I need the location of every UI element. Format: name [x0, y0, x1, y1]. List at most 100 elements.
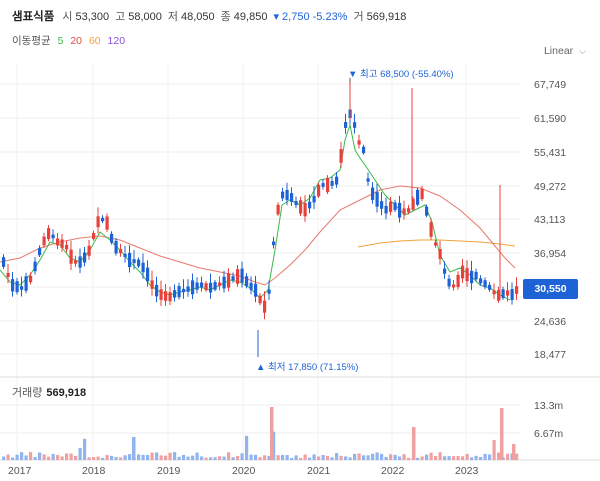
year-tick: 2017	[8, 465, 32, 477]
candle-body	[105, 216, 109, 230]
candle-body	[20, 286, 24, 290]
volume-bar	[294, 455, 298, 460]
candle-body	[398, 202, 402, 218]
candle-body	[132, 259, 136, 264]
candle-body	[177, 286, 181, 298]
candle-body	[371, 187, 375, 200]
candle-body	[249, 282, 253, 290]
candle-body	[240, 268, 244, 283]
candle-body	[195, 282, 199, 290]
candle-body	[245, 276, 249, 287]
candle-body	[204, 283, 208, 291]
volume-bar	[500, 408, 504, 460]
candle-body	[6, 272, 10, 277]
candle-body	[87, 245, 91, 256]
volume-bar	[114, 457, 118, 460]
candle-body	[263, 300, 267, 313]
volume-bar	[479, 456, 483, 460]
volume-bar	[353, 453, 357, 460]
candle-body	[146, 267, 150, 282]
price-tick: 49,272	[534, 181, 566, 193]
candle-body	[11, 279, 15, 292]
moving-average-label: 이동평균	[12, 35, 51, 47]
volume-bar	[465, 453, 469, 460]
candle-body	[119, 249, 123, 254]
volume-bar	[204, 457, 208, 460]
volume-bar	[78, 447, 82, 460]
volume-bar	[65, 453, 69, 460]
candle-body	[497, 290, 501, 301]
ma-60[interactable]: 60	[88, 35, 101, 47]
moving-average-legend[interactable]: 이동평균 5 20 60 120	[12, 33, 125, 48]
volume-bar	[330, 457, 334, 460]
volume-bar	[249, 454, 253, 460]
year-tick: 2023	[455, 465, 479, 477]
high-label: 고	[115, 11, 126, 23]
candle-body	[168, 292, 172, 302]
ma-20[interactable]: 20	[70, 35, 83, 47]
max-annotation: ▼ 최고 68,500 (-55.40%)	[348, 69, 454, 80]
candle-body	[290, 193, 294, 202]
candle-body	[465, 268, 469, 282]
ma-5[interactable]: 5	[57, 35, 64, 47]
candle-body	[461, 265, 465, 279]
open-label: 시	[62, 11, 73, 23]
candle-body	[312, 195, 316, 203]
candle-body	[384, 205, 388, 214]
candle-body	[42, 236, 46, 246]
volume-bar	[15, 454, 19, 460]
volume-bar	[281, 454, 285, 460]
candle-body	[209, 282, 213, 293]
volume-bar	[470, 457, 474, 460]
volume-bar	[141, 454, 145, 460]
candle-body	[258, 295, 262, 304]
volume-bar	[412, 427, 416, 460]
volume-bar	[357, 453, 361, 460]
change-value: ▾ 2,750 -5.23%	[273, 11, 348, 23]
volume-bar	[416, 457, 420, 460]
candle-body	[150, 280, 154, 289]
volume-bar	[209, 457, 213, 460]
candle-body	[510, 289, 514, 300]
year-tick: 2021	[307, 465, 331, 477]
candle-body	[38, 247, 42, 256]
candle-body	[380, 201, 384, 209]
candle-body	[479, 278, 483, 284]
candle-body	[227, 273, 231, 288]
volume-bar	[497, 452, 501, 460]
volume-label: 거	[353, 11, 364, 23]
volume-bar	[474, 455, 478, 460]
volume-bar	[164, 455, 168, 460]
scale-toggle[interactable]: Linear ⌵	[544, 45, 586, 57]
volume-bar	[317, 456, 321, 460]
candle-body	[218, 282, 222, 286]
candle-body	[447, 278, 451, 287]
candle-body	[456, 274, 460, 288]
candle-body	[191, 280, 195, 295]
candle-body	[60, 239, 64, 248]
time-axis: 2017 2018 2019 2020 2021 2022 2023	[8, 465, 479, 477]
candle-body	[65, 244, 69, 250]
volume-bar	[173, 452, 177, 460]
volume-bar	[434, 456, 438, 460]
volume-bar	[74, 455, 78, 460]
candle-body	[330, 181, 334, 186]
candle-body	[74, 260, 78, 264]
open-value: 53,300	[75, 11, 110, 23]
volume-bar	[132, 437, 136, 460]
candle-body	[222, 276, 226, 289]
volume-bar	[87, 457, 91, 460]
price-tick: 24,636	[534, 316, 566, 328]
year-tick: 2019	[157, 465, 181, 477]
volume-bar	[384, 456, 388, 460]
volume-bar	[69, 453, 73, 460]
candle-body	[101, 217, 105, 222]
volume-bar	[231, 457, 235, 460]
candle-body	[173, 290, 177, 298]
ma-120[interactable]: 120	[107, 35, 126, 47]
quote-header: 샘표식품 시 53,300 고 58,000 저 48,050 종 49,850…	[12, 8, 412, 24]
candle-body	[434, 242, 438, 246]
volume-bar	[42, 454, 46, 460]
volume-bar	[236, 455, 240, 460]
